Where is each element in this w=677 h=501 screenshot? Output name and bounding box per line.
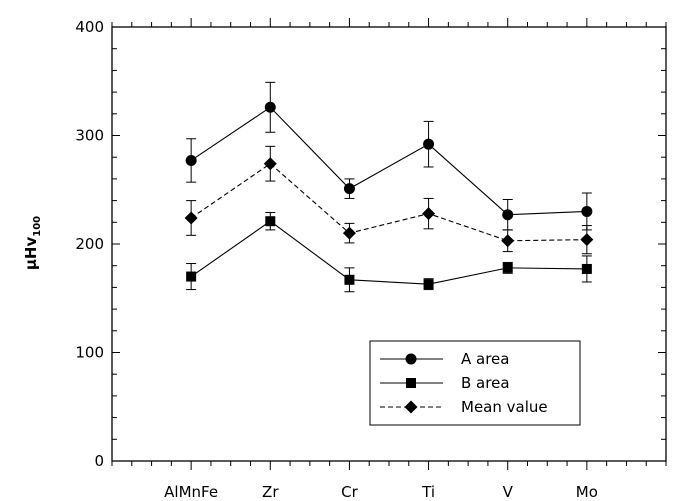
x-tick-label: Zr <box>262 483 279 501</box>
data-point <box>423 279 434 290</box>
data-point <box>422 207 436 221</box>
y-tick-label: 300 <box>75 127 104 145</box>
data-point <box>263 157 277 171</box>
x-tick-label: Cr <box>341 483 358 501</box>
data-point <box>502 209 514 221</box>
y-tick-label: 400 <box>75 18 104 36</box>
legend-label: A area <box>461 350 509 368</box>
data-point <box>185 154 197 166</box>
data-point <box>501 234 515 248</box>
series-line <box>190 220 587 285</box>
data-point <box>265 216 276 227</box>
data-point <box>581 263 592 274</box>
legend-label: B area <box>461 374 510 392</box>
series-line <box>190 106 587 216</box>
data-point <box>580 233 594 247</box>
y-tick-label: 100 <box>75 344 104 362</box>
data-point <box>502 262 513 273</box>
series-layer <box>184 81 594 293</box>
legend-marker <box>404 400 418 414</box>
data-point <box>186 271 197 282</box>
y-tick-label: 0 <box>94 452 104 470</box>
data-point <box>581 205 593 217</box>
y-axis-label-main: μHv <box>22 237 40 271</box>
y-tick-label: 200 <box>75 235 104 253</box>
y-axis-label: μHv100 <box>22 216 43 270</box>
data-point <box>423 138 435 150</box>
y-axis: 0 100 200 300 400 <box>75 18 666 470</box>
legend: A area B area Mean value <box>369 340 581 426</box>
legend-marker <box>405 353 417 365</box>
x-tick-label: Mo <box>576 483 598 501</box>
series-line <box>190 163 587 242</box>
x-tick-label: AlMnFe <box>164 483 218 501</box>
x-tick-label: Ti <box>421 483 435 501</box>
legend-label: Mean value <box>461 398 548 416</box>
legend-marker <box>406 378 416 388</box>
data-point <box>184 211 198 225</box>
data-point <box>344 274 355 285</box>
series-a-area <box>185 81 593 231</box>
data-point <box>342 226 356 240</box>
data-point <box>343 183 355 195</box>
x-axis: AlMnFe Zr Cr Ti V Mo <box>111 18 667 501</box>
data-point <box>264 101 276 113</box>
x-tick-label: V <box>503 483 514 501</box>
series-mean-value <box>184 145 594 255</box>
y-axis-label-subscript: 100 <box>32 216 43 237</box>
series-b-area <box>186 212 592 293</box>
